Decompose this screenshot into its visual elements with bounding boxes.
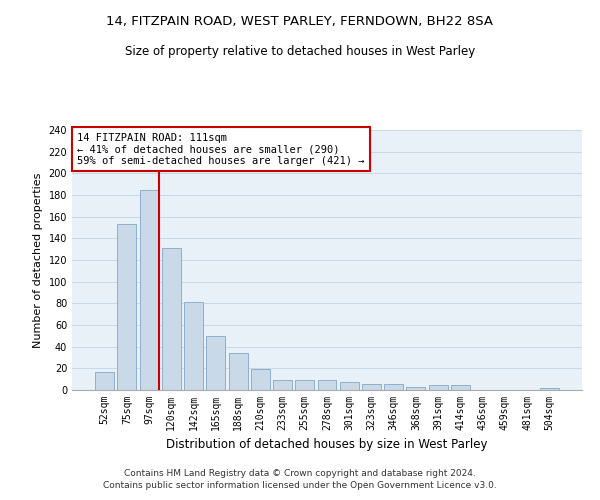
- Bar: [429, 384, 448, 390]
- Bar: [95, 372, 114, 390]
- Bar: [206, 336, 225, 390]
- Text: Contains HM Land Registry data © Crown copyright and database right 2024.
Contai: Contains HM Land Registry data © Crown c…: [103, 468, 497, 490]
- Bar: [273, 380, 292, 390]
- Bar: [118, 224, 136, 390]
- Y-axis label: Number of detached properties: Number of detached properties: [33, 172, 43, 348]
- X-axis label: Distribution of detached houses by size in West Parley: Distribution of detached houses by size …: [166, 438, 488, 452]
- Bar: [251, 370, 270, 390]
- Bar: [184, 302, 203, 390]
- Bar: [162, 248, 181, 390]
- Text: 14 FITZPAIN ROAD: 111sqm
← 41% of detached houses are smaller (290)
59% of semi-: 14 FITZPAIN ROAD: 111sqm ← 41% of detach…: [77, 132, 365, 166]
- Bar: [317, 380, 337, 390]
- Text: 14, FITZPAIN ROAD, WEST PARLEY, FERNDOWN, BH22 8SA: 14, FITZPAIN ROAD, WEST PARLEY, FERNDOWN…: [107, 15, 493, 28]
- Bar: [140, 190, 158, 390]
- Bar: [451, 384, 470, 390]
- Text: Size of property relative to detached houses in West Parley: Size of property relative to detached ho…: [125, 45, 475, 58]
- Bar: [340, 382, 359, 390]
- Bar: [406, 387, 425, 390]
- Bar: [384, 384, 403, 390]
- Bar: [362, 384, 381, 390]
- Bar: [295, 380, 314, 390]
- Bar: [229, 353, 248, 390]
- Bar: [540, 388, 559, 390]
